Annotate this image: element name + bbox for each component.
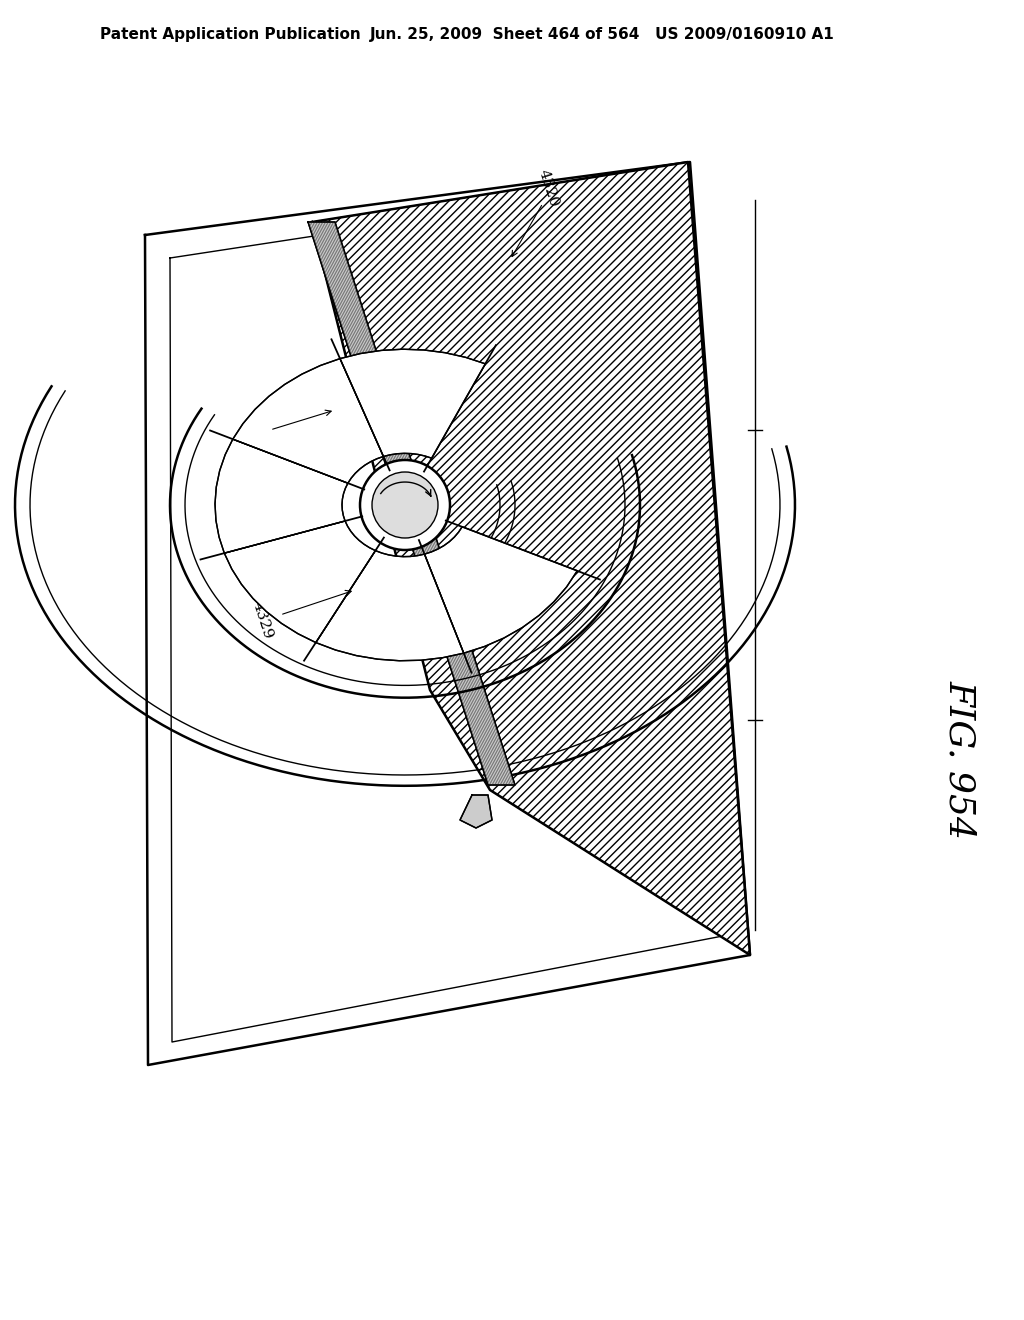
- Polygon shape: [308, 222, 515, 785]
- Polygon shape: [312, 162, 750, 954]
- Circle shape: [360, 459, 450, 550]
- Polygon shape: [340, 350, 485, 458]
- Polygon shape: [460, 795, 492, 828]
- Text: Patent Application Publication: Patent Application Publication: [100, 28, 360, 42]
- Circle shape: [372, 473, 438, 539]
- Polygon shape: [224, 521, 376, 643]
- Text: 4329: 4329: [249, 599, 274, 640]
- Polygon shape: [425, 527, 578, 653]
- Polygon shape: [215, 440, 348, 553]
- Polygon shape: [315, 550, 464, 661]
- Text: FIG. 954: FIG. 954: [943, 681, 977, 840]
- Text: 4328: 4328: [240, 414, 264, 455]
- Text: 4320: 4320: [536, 168, 561, 209]
- Polygon shape: [232, 359, 383, 483]
- Text: Jun. 25, 2009  Sheet 464 of 564   US 2009/0160910 A1: Jun. 25, 2009 Sheet 464 of 564 US 2009/0…: [370, 28, 835, 42]
